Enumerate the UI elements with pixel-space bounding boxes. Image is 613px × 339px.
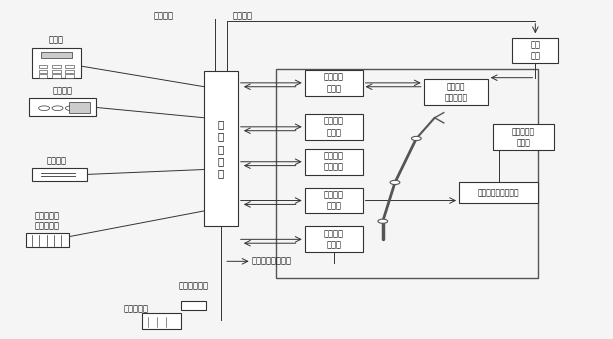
FancyBboxPatch shape bbox=[424, 79, 488, 105]
FancyBboxPatch shape bbox=[41, 52, 72, 58]
FancyBboxPatch shape bbox=[305, 226, 363, 252]
FancyBboxPatch shape bbox=[39, 70, 47, 73]
FancyBboxPatch shape bbox=[204, 71, 238, 226]
FancyBboxPatch shape bbox=[26, 233, 69, 247]
Text: 声音、图像等接口: 声音、图像等接口 bbox=[251, 257, 292, 266]
Text: 操作面板: 操作面板 bbox=[52, 87, 72, 96]
Text: 滑觉和力觉
传感器: 滑觉和力觉 传感器 bbox=[512, 127, 535, 147]
Text: 大觉伺服
控制器: 大觉伺服 控制器 bbox=[324, 73, 344, 93]
Text: 网络接口: 网络接口 bbox=[232, 12, 253, 21]
FancyBboxPatch shape bbox=[305, 187, 363, 214]
FancyBboxPatch shape bbox=[39, 74, 47, 78]
FancyBboxPatch shape bbox=[32, 168, 87, 181]
Text: 手腕回转
伺服控制器: 手腕回转 伺服控制器 bbox=[444, 82, 468, 102]
Text: 辅助轴伺
服控制器: 辅助轴伺 服控制器 bbox=[324, 152, 344, 172]
FancyBboxPatch shape bbox=[52, 70, 61, 73]
FancyBboxPatch shape bbox=[459, 182, 538, 203]
FancyBboxPatch shape bbox=[493, 124, 554, 150]
Circle shape bbox=[39, 106, 50, 111]
FancyBboxPatch shape bbox=[69, 102, 90, 113]
FancyBboxPatch shape bbox=[305, 114, 363, 140]
FancyBboxPatch shape bbox=[181, 301, 206, 311]
FancyBboxPatch shape bbox=[305, 70, 363, 96]
Text: 通信接口: 通信接口 bbox=[153, 12, 173, 21]
FancyBboxPatch shape bbox=[66, 74, 74, 78]
Text: 回转伺服
控制器: 回转伺服 控制器 bbox=[324, 229, 344, 250]
Text: 磁盘存储: 磁盘存储 bbox=[47, 157, 66, 166]
FancyBboxPatch shape bbox=[52, 74, 61, 78]
FancyBboxPatch shape bbox=[305, 149, 363, 175]
FancyBboxPatch shape bbox=[142, 313, 181, 328]
Circle shape bbox=[378, 219, 387, 223]
FancyBboxPatch shape bbox=[29, 98, 96, 117]
Text: 视觉
系统: 视觉 系统 bbox=[530, 40, 540, 61]
Text: 手腕伺服
控制器: 手腕伺服 控制器 bbox=[324, 191, 344, 211]
Circle shape bbox=[66, 106, 77, 111]
Text: 大臂伺服
控制器: 大臂伺服 控制器 bbox=[324, 117, 344, 137]
Text: 控
制
计
算
机: 控 制 计 算 机 bbox=[218, 119, 224, 179]
Text: 打印机接口: 打印机接口 bbox=[123, 305, 148, 314]
FancyBboxPatch shape bbox=[512, 38, 558, 63]
Circle shape bbox=[390, 180, 400, 184]
FancyBboxPatch shape bbox=[32, 48, 81, 78]
Circle shape bbox=[52, 106, 63, 111]
FancyBboxPatch shape bbox=[52, 65, 61, 68]
Text: 视觉系统接口: 视觉系统接口 bbox=[178, 281, 208, 291]
FancyBboxPatch shape bbox=[39, 65, 47, 68]
FancyBboxPatch shape bbox=[66, 65, 74, 68]
FancyBboxPatch shape bbox=[66, 70, 74, 73]
Text: 数字和模拟
量输入输出: 数字和模拟 量输入输出 bbox=[35, 211, 59, 230]
Text: 示教盒: 示教盒 bbox=[49, 35, 64, 44]
Text: 手腕旋转伺服控制器: 手腕旋转伺服控制器 bbox=[478, 188, 520, 197]
Circle shape bbox=[411, 136, 421, 141]
